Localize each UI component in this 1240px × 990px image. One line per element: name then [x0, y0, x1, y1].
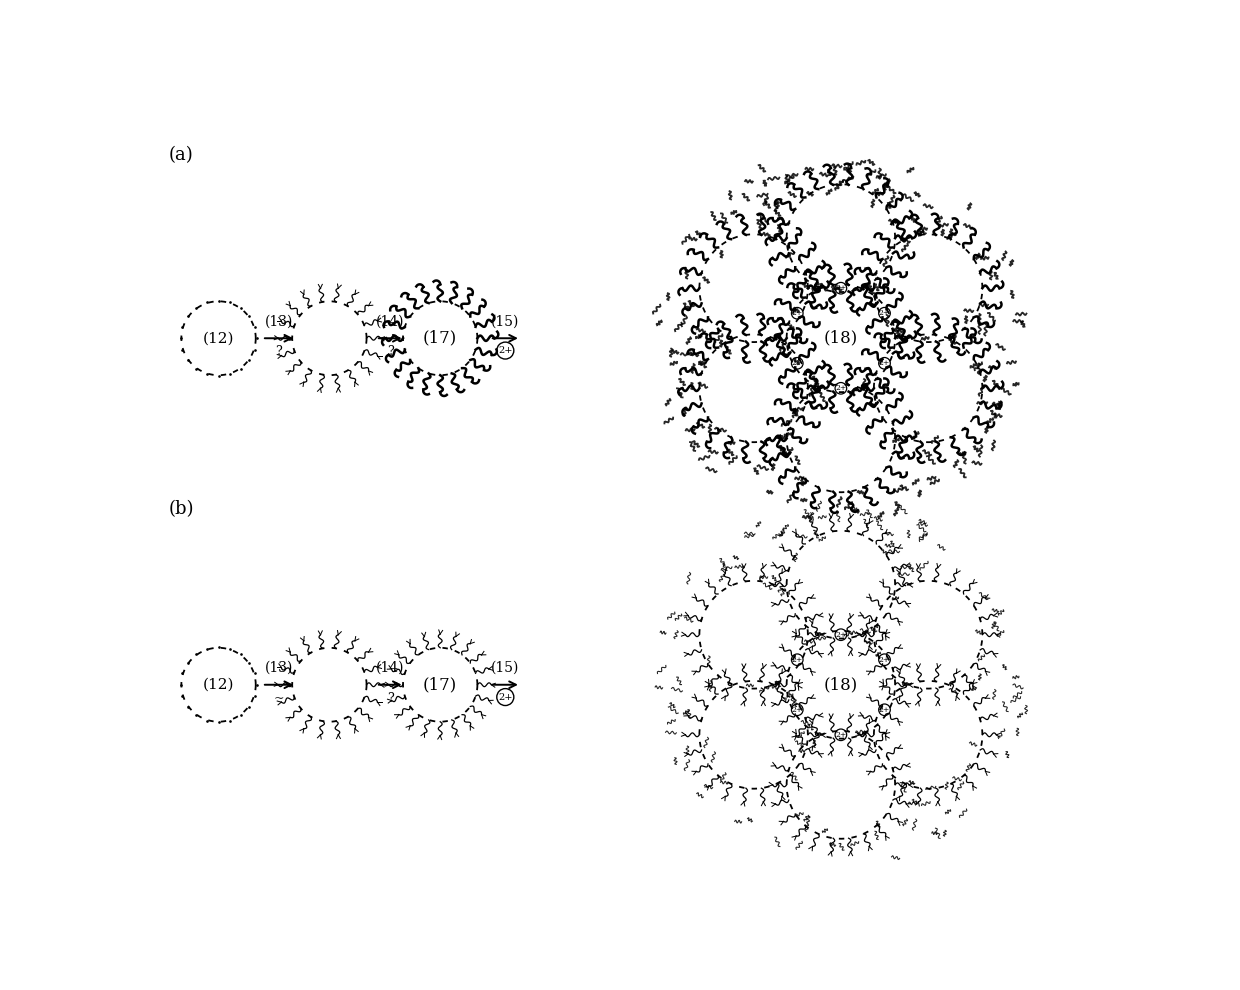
Text: (18): (18)	[823, 330, 858, 346]
Text: 2+: 2+	[879, 359, 890, 367]
Text: 2+: 2+	[836, 284, 847, 292]
Text: 2+: 2+	[879, 706, 890, 714]
Text: (17): (17)	[423, 330, 458, 346]
Text: 2+: 2+	[791, 309, 802, 317]
Text: 2+: 2+	[836, 384, 847, 392]
Text: (14): (14)	[376, 314, 404, 329]
Text: (13): (13)	[265, 660, 293, 675]
Text: (12): (12)	[203, 332, 234, 346]
Text: (13): (13)	[265, 314, 293, 329]
Text: (15): (15)	[491, 314, 520, 329]
Text: 2+: 2+	[879, 655, 890, 663]
Text: 2+: 2+	[836, 731, 847, 739]
Text: 2+: 2+	[791, 359, 802, 367]
Text: 2+: 2+	[498, 346, 512, 355]
Text: (17): (17)	[423, 676, 458, 693]
Text: 2+: 2+	[791, 706, 802, 714]
Text: (18): (18)	[823, 676, 858, 693]
Text: ~: ~	[274, 692, 284, 705]
Text: (12): (12)	[203, 678, 234, 692]
Text: (a): (a)	[169, 146, 193, 163]
Text: ?: ?	[387, 692, 393, 705]
Text: 2+: 2+	[836, 631, 847, 639]
Text: ?: ?	[275, 346, 283, 358]
Text: ?: ?	[387, 346, 393, 358]
Text: (14): (14)	[376, 660, 404, 675]
Text: 2+: 2+	[879, 309, 890, 317]
Text: 2+: 2+	[791, 655, 802, 663]
Text: (15): (15)	[491, 660, 520, 675]
Text: 2+: 2+	[498, 693, 512, 702]
Text: (b): (b)	[169, 500, 195, 518]
